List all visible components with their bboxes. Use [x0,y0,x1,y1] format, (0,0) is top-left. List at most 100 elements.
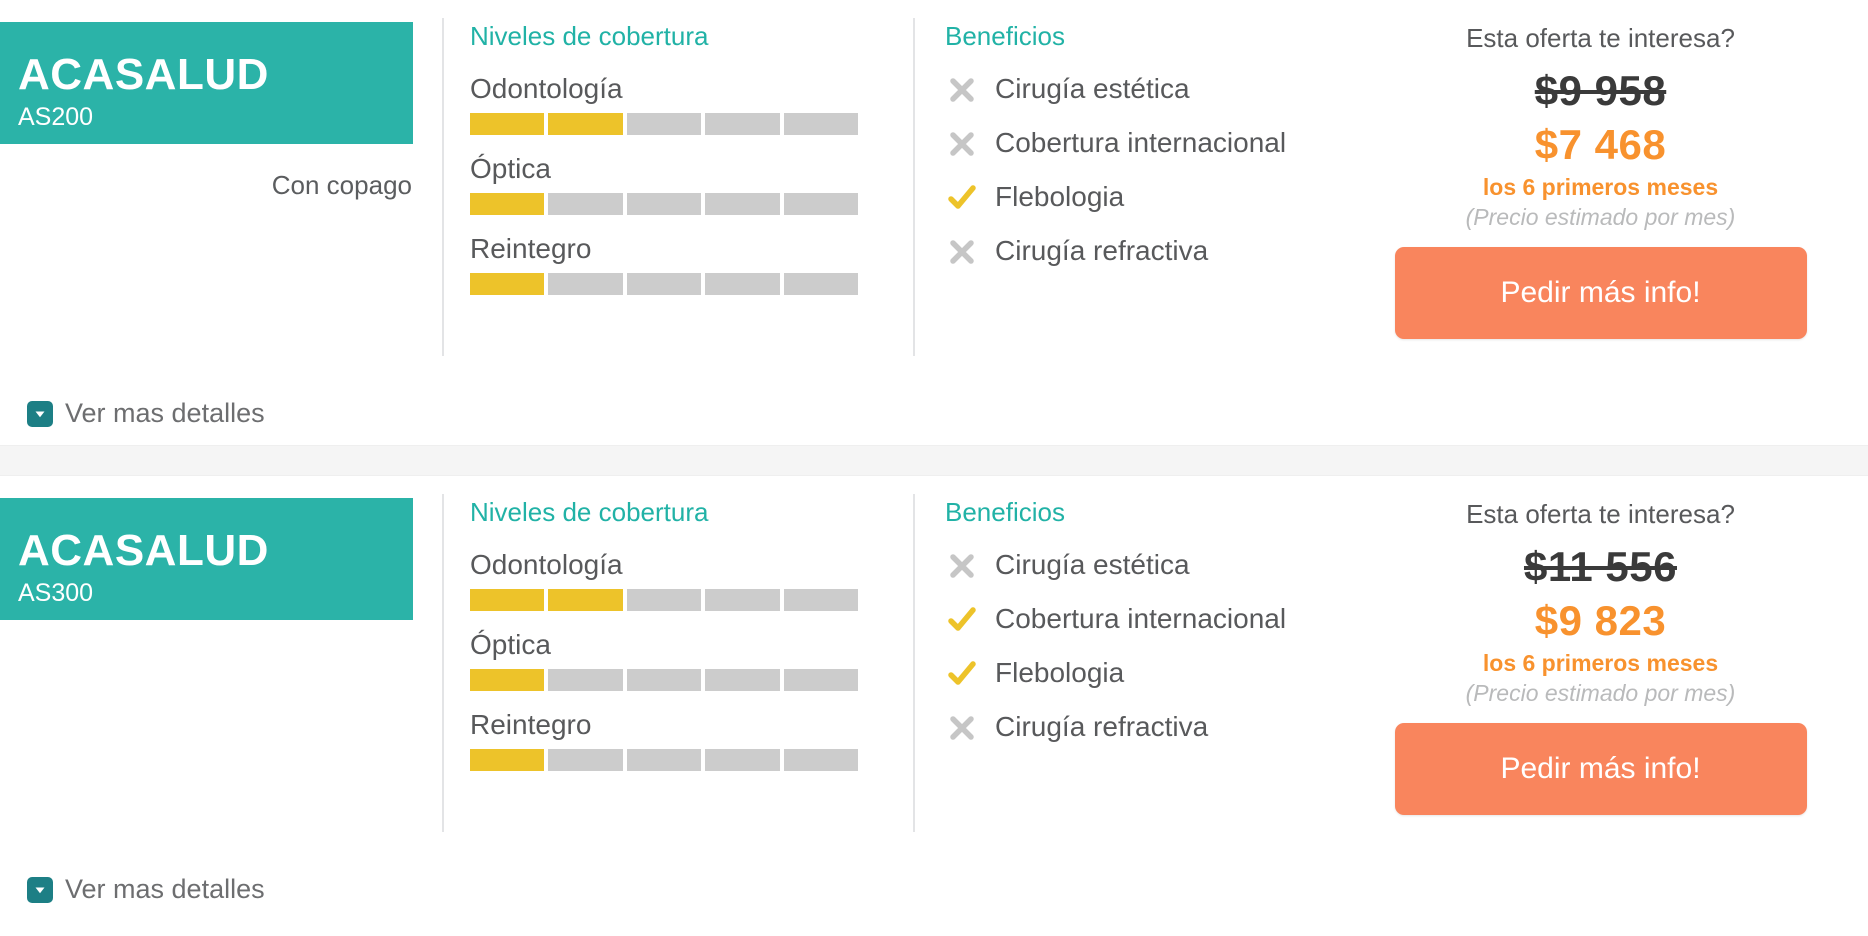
benefit-label: Cirugía refractiva [995,711,1209,743]
price-term: los 6 primeros meses [1482,174,1719,201]
coverage-segment [626,192,702,215]
cross-icon [945,549,979,583]
brand-block: ACASALUD AS300 [0,498,413,620]
coverage-bar [470,588,859,611]
coverage-label: Reintegro [470,708,592,740]
price-note: (Precio estimado por mes) [1465,680,1736,707]
request-info-button[interactable]: Pedir más info! [1394,722,1807,815]
plan-card: ACASALUD AS300 Niveles de cobertura Odon… [0,476,1868,921]
price-column: Esta oferta te interesa? $11 556 $9 823 … [1373,476,1868,815]
view-details-label: Ver mas detalles [65,874,265,904]
view-details-toggle[interactable]: Ver mas detalles [27,400,265,427]
coverage-bar [470,749,859,772]
benefit-item: Cirugía estética [945,73,1373,107]
coverage-segment [783,112,859,135]
coverage-segment [626,749,702,772]
benefit-item: Flebologia [945,181,1373,215]
brand-block: ACASALUD AS200 [0,22,413,144]
benefit-label: Cirugía refractiva [995,235,1209,267]
coverage-segment [626,273,702,296]
copay-note [0,646,442,678]
coverage-segment [626,668,702,691]
coverage-row: Reintegro [470,232,913,296]
coverage-segment [470,588,545,611]
price-note: (Precio estimado por mes) [1465,204,1736,231]
coverage-column: Niveles de cobertura Odontología Óptica [442,476,913,789]
card-footer: Ver mas detalles [0,876,1868,921]
coverage-segment [548,588,623,611]
coverage-bar [470,668,859,691]
coverage-row: Reintegro [470,708,913,772]
benefit-label: Flebologia [995,657,1125,689]
column-divider-1 [442,18,444,356]
coverage-bar [470,192,859,215]
benefits-list: Cirugía estética Cobertura internacional… [945,73,1373,269]
coverage-segment [705,588,780,611]
plan-card-body: ACASALUD AS200 Con copago Niveles de cob… [0,0,1868,400]
benefit-label: Flebologia [995,181,1125,213]
benefit-item: Cirugía refractiva [945,235,1373,269]
new-price: $9 823 [1534,596,1667,644]
benefits-column: Beneficios Cirugía estética Cobertura in… [913,0,1373,289]
chevron-down-icon [27,876,53,903]
coverage-row: Odontología [470,549,913,611]
benefits-column: Beneficios Cirugía estética Cobertura in… [913,476,1373,765]
benefit-label: Cirugía estética [995,549,1190,581]
coverage-segment [783,588,859,611]
coverage-segment [470,749,545,772]
copay-note: Con copago [271,170,412,200]
column-divider-2 [913,18,915,356]
request-info-button[interactable]: Pedir más info! [1394,246,1807,339]
coverage-segment [705,192,780,215]
new-price: $7 468 [1534,120,1667,168]
chevron-down-icon [27,400,53,427]
coverage-label: Óptica [470,628,551,660]
view-details-label: Ver mas detalles [65,398,265,428]
view-details-toggle[interactable]: Ver mas detalles [27,876,265,903]
coverage-column: Niveles de cobertura Odontología Óptica [442,0,913,313]
coverage-row: Odontología [470,73,913,135]
coverage-segment [705,112,780,135]
brand-column: ACASALUD AS300 [0,476,442,678]
offer-question: Esta oferta te interesa? [1466,23,1735,53]
coverage-segment [705,273,780,296]
benefit-item: Cobertura internacional [945,603,1373,637]
plan-code: AS300 [18,578,94,607]
benefit-item: Cirugía estética [945,549,1373,583]
cross-icon [945,73,979,107]
price-column: Esta oferta te interesa? $9 958 $7 468 l… [1373,0,1868,339]
coverage-segment [548,273,623,296]
plan-card: ACASALUD AS200 Con copago Niveles de cob… [0,0,1868,445]
coverage-segment [626,588,702,611]
coverage-label: Reintegro [470,232,592,264]
coverage-segment [548,668,623,691]
benefits-title: Beneficios [945,21,1065,51]
column-divider-1 [442,494,444,832]
old-price: $9 958 [1534,66,1667,114]
check-icon [945,181,979,215]
coverage-segment [470,192,545,215]
coverage-label: Odontología [470,72,623,104]
coverage-segment [548,749,623,772]
benefit-item: Cirugía refractiva [945,711,1373,745]
plan-card-body: ACASALUD AS300 Niveles de cobertura Odon… [0,476,1868,876]
coverage-bar [470,273,859,296]
plan-code: AS200 [18,102,94,131]
coverage-bar [470,112,859,135]
benefits-title: Beneficios [945,497,1065,527]
coverage-segment [783,749,859,772]
coverage-label: Odontología [470,548,623,580]
brand-name: ACASALUD [18,526,269,576]
card-footer: Ver mas detalles [0,400,1868,445]
coverage-title: Niveles de cobertura [470,21,709,51]
coverage-segment [548,112,623,135]
benefit-item: Flebologia [945,657,1373,691]
cross-icon [945,127,979,161]
cross-icon [945,711,979,745]
benefit-label: Cirugía estética [995,73,1190,105]
coverage-segment [470,668,545,691]
brand-name: ACASALUD [18,50,269,100]
coverage-title: Niveles de cobertura [470,497,709,527]
coverage-segment [548,192,623,215]
